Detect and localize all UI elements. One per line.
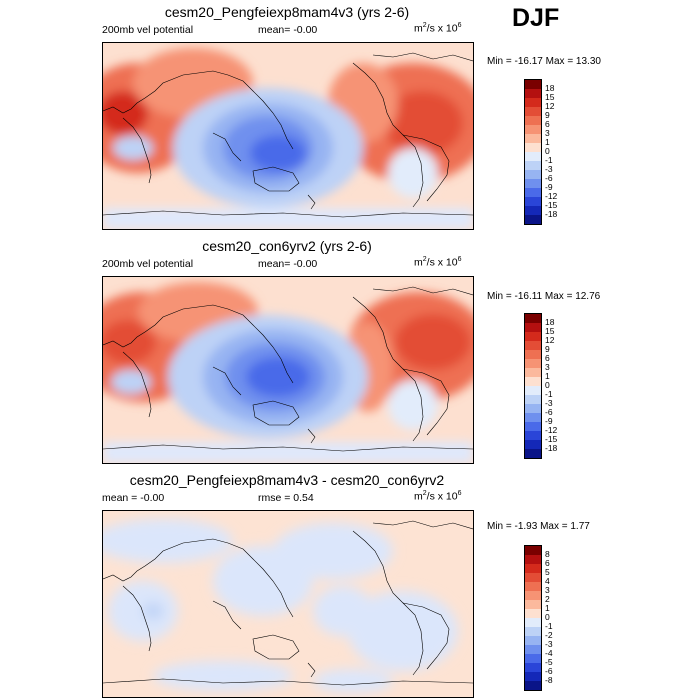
colorbar-tick-label: -3 (545, 164, 553, 174)
colorbar-tick-label: -1 (545, 155, 553, 165)
colorbar-tick-label: -12 (545, 425, 558, 435)
colorbar-tick-label: -2 (545, 630, 553, 640)
colorbar-tick-label: -9 (545, 416, 553, 426)
colorbar-tick-label: 1 (545, 371, 550, 381)
panel-1-map (102, 42, 474, 230)
panel-1-mean-label: mean= -0.00 (258, 24, 318, 36)
panel-1-title: cesm20_Pengfeiexp8mam4v3 (yrs 2-6) (164, 4, 410, 20)
colorbar-tick-label: -6 (545, 666, 553, 676)
colorbar-tick-label: 8 (545, 549, 550, 559)
colorbar-tick-label: -6 (545, 173, 553, 183)
season-label: DJF (512, 4, 560, 32)
colorbar-tick-label: 6 (545, 558, 550, 568)
colorbar-tick-label: 2 (545, 594, 550, 604)
colorbar-tick-label: 15 (545, 326, 555, 336)
colorbar-tick-label: 0 (545, 612, 550, 622)
colorbar-tick-label: 3 (545, 585, 550, 595)
colorbar-tick-label: -6 (545, 407, 553, 417)
colorbar-tick-label: 18 (545, 317, 555, 327)
colorbar-tick-label: 6 (545, 119, 550, 129)
colorbar-tick-label: 9 (545, 110, 550, 120)
panel-2-variable-label: 200mb vel potential (102, 258, 194, 270)
panel-1-variable-label: 200mb vel potential (102, 24, 194, 36)
colorbar-tick-label: 3 (545, 128, 550, 138)
panel-1-minmax: Min = -16.17 Max = 13.30 (487, 56, 601, 67)
colorbar-tick-label: -1 (545, 621, 553, 631)
panel-1-contour-map (103, 43, 473, 229)
panel-3-units-label: m2/s x 106 (414, 490, 462, 503)
colorbar-tick-label: 5 (545, 567, 550, 577)
colorbar-tick-label: -1 (545, 389, 553, 399)
colorbar-tick-label: 6 (545, 353, 550, 363)
panel-3-rmse-label: rmse = 0.54 (258, 492, 314, 504)
colorbar-tick-label: -12 (545, 191, 558, 201)
panel-3-map (102, 510, 474, 698)
colorbar-tick-label: 0 (545, 146, 550, 156)
colorbar-tick-label: 9 (545, 344, 550, 354)
colorbar-tick-label: -3 (545, 639, 553, 649)
colorbar-tick-label: 15 (545, 92, 555, 102)
panel-2-title: cesm20_con6yrv2 (yrs 2-6) (202, 238, 372, 254)
colorbar-tick-label: 18 (545, 83, 555, 93)
colorbar-tick-label: 4 (545, 576, 550, 586)
panel-1-colorbar (524, 79, 542, 225)
panel-2-contour-map (103, 277, 473, 463)
colorbar-tick-label: 3 (545, 362, 550, 372)
panel-2-map (102, 276, 474, 464)
colorbar-tick-label: 0 (545, 380, 550, 390)
panel-2-units-label: m2/s x 106 (414, 256, 462, 269)
panel-2-minmax: Min = -16.11 Max = 12.76 (487, 291, 601, 302)
colorbar-tick-label: -18 (545, 443, 558, 453)
colorbar-tick-label: -5 (545, 657, 553, 667)
colorbar-tick-label: -3 (545, 398, 553, 408)
colorbar-tick-label: -8 (545, 675, 553, 685)
panel-2-colorbar (524, 313, 542, 459)
panel-3-colorbar (524, 545, 542, 691)
panel-1-units-label: m2/s x 106 (414, 22, 462, 35)
panel-3-title: cesm20_Pengfeiexp8mam4v3 - cesm20_con6yr… (129, 472, 445, 488)
colorbar-tick-label: -4 (545, 648, 553, 658)
colorbar-tick-label: -15 (545, 434, 558, 444)
panel-3-mean-label: mean = -0.00 (102, 492, 165, 504)
colorbar-tick-label: 12 (545, 101, 555, 111)
colorbar-tick-label: -15 (545, 200, 558, 210)
colorbar-tick-label: 1 (545, 603, 550, 613)
colorbar-tick-label: -9 (545, 182, 553, 192)
panel-3-minmax: Min = -1.93 Max = 1.77 (487, 521, 590, 532)
colorbar-tick-label: -18 (545, 209, 558, 219)
panel-2-mean-label: mean= -0.00 (258, 258, 318, 270)
colorbar-tick-label: 1 (545, 137, 550, 147)
colorbar-tick-label: 12 (545, 335, 555, 345)
panel-3-contour-map (103, 511, 473, 697)
